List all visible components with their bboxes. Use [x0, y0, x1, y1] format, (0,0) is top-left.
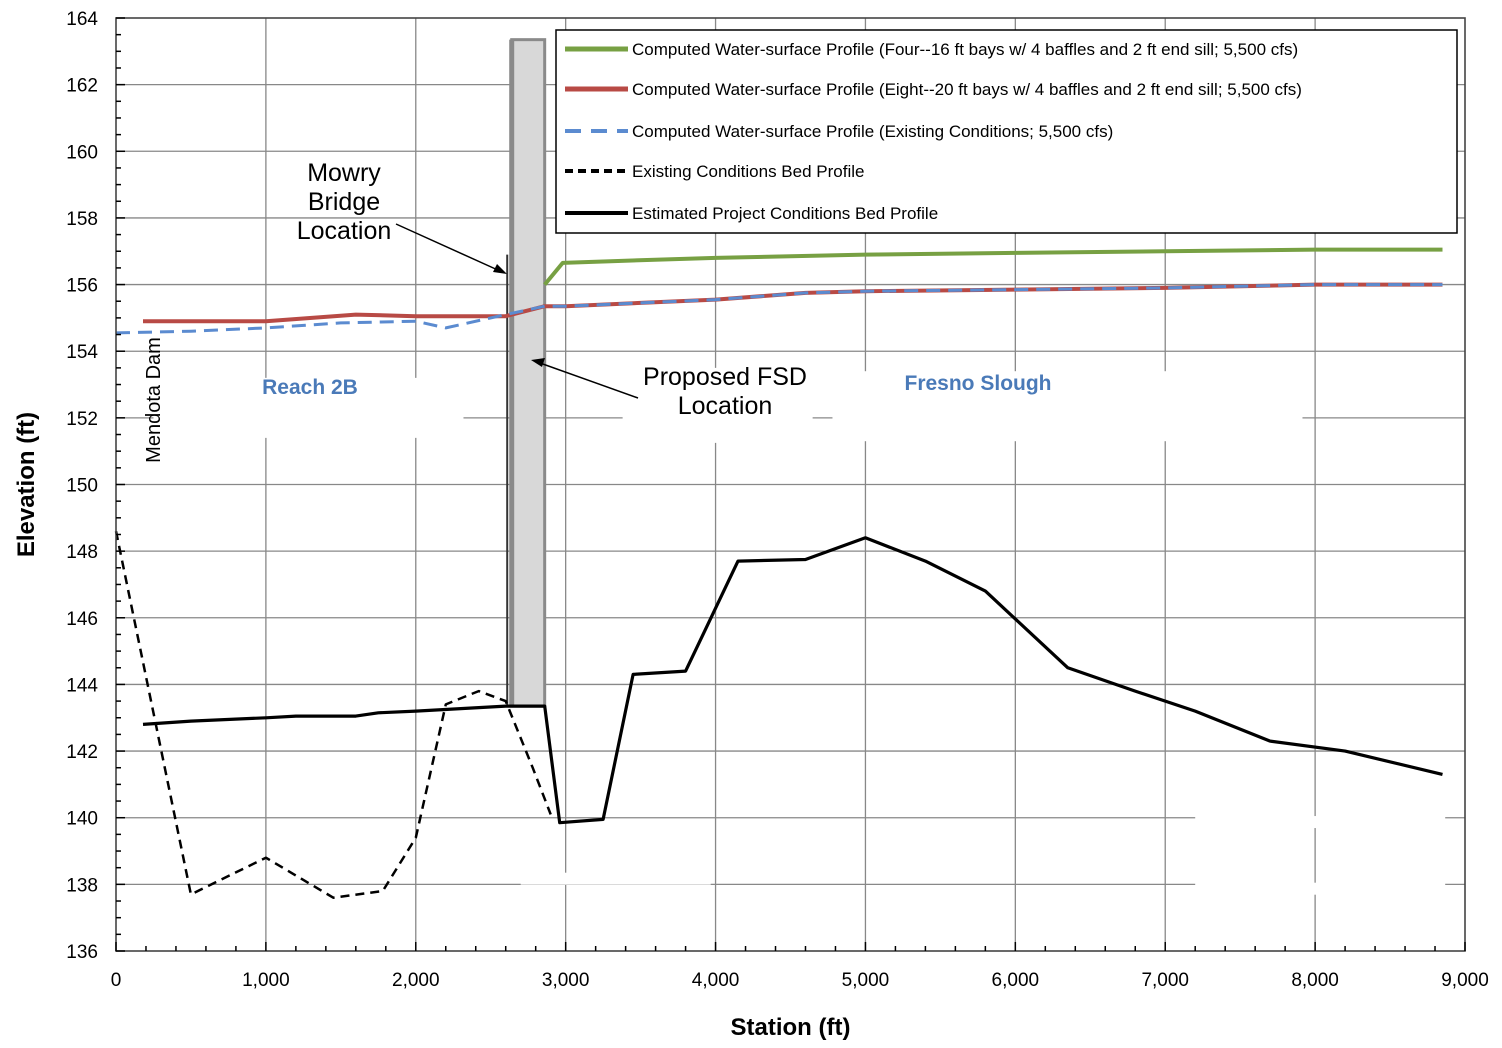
legend-label-4: Existing Conditions Bed Profile	[632, 162, 864, 181]
y-tick-label: 148	[66, 542, 98, 563]
overlay-layer	[153, 38, 1446, 895]
x-tick-label: 4,000	[692, 970, 740, 991]
y-tick-label: 150	[66, 476, 98, 497]
y-tick-label: 142	[66, 742, 98, 763]
fsd-arrowhead	[531, 358, 545, 367]
bridge-arrow	[395, 223, 501, 272]
label-background	[153, 377, 464, 438]
y-tick-label: 160	[66, 142, 98, 163]
x-tick-label: 2,000	[392, 970, 440, 991]
label-background	[1195, 882, 1446, 895]
slough-label: Fresno Slough	[905, 372, 1052, 395]
x-tick-label: 7,000	[1141, 970, 1189, 991]
bridge-label: Location	[297, 217, 392, 245]
x-axis-title: Station (ft)	[731, 1014, 851, 1041]
legend-label-2: Computed Water-surface Profile (Eight--2…	[632, 80, 1302, 99]
x-tick-label: 3,000	[542, 970, 590, 991]
fsd-arrow	[539, 362, 639, 399]
x-tick-label: 8,000	[1291, 970, 1339, 991]
legend-label-3: Computed Water-surface Profile (Existing…	[632, 122, 1113, 141]
x-tick-label: 0	[111, 970, 122, 991]
series-line-1	[543, 247, 1443, 286]
y-tick-label: 158	[66, 209, 98, 230]
x-tick-label: 5,000	[842, 970, 890, 991]
series-line-4	[114, 530, 552, 899]
series-line-3	[115, 283, 1443, 335]
fsd-label: Proposed FSD	[643, 363, 807, 391]
series-line-2	[143, 282, 1443, 324]
y-tick-label: 138	[66, 875, 98, 896]
bridge-label: Mowry	[307, 159, 381, 187]
label-background	[1195, 816, 1446, 829]
fsd-label: Location	[678, 392, 773, 420]
legend-label-5: Estimated Project Conditions Bed Profile	[632, 204, 938, 223]
fsd-structure	[510, 38, 547, 708]
label-background	[622, 367, 813, 443]
y-tick-label: 136	[66, 942, 98, 963]
label-background	[520, 872, 711, 885]
y-axis-title: Elevation (ft)	[13, 412, 40, 557]
x-tick-label: 6,000	[992, 970, 1040, 991]
y-tick-label: 140	[66, 809, 98, 830]
bridge-arrowhead	[493, 264, 507, 274]
label-background	[832, 371, 1303, 442]
y-tick-label: 156	[66, 276, 98, 297]
frame-layer: 0 1,000 2,000 3,000 4,000 5,000 6,000 7,000 8,00…	[13, 9, 1489, 1041]
legend-box	[555, 29, 1458, 234]
y-tick-label: 146	[66, 609, 98, 630]
y-tick-label: 162	[66, 76, 98, 97]
y-tick-label: 164	[66, 9, 98, 30]
x-tick-label: 1,000	[242, 970, 290, 991]
bridge-label: Bridge	[308, 188, 380, 216]
dam-label: Mendota Dam	[143, 337, 165, 463]
y-tick-label: 144	[66, 675, 98, 696]
x-tick-label: 9,000	[1441, 970, 1489, 991]
series-layer	[114, 247, 1443, 899]
series-line-5	[142, 536, 1443, 825]
reach-label: Reach 2B	[262, 376, 358, 399]
legend: Computed Water-surface Profile (Four--16…	[555, 29, 1458, 234]
y-tick-label: 154	[66, 342, 98, 363]
y-tick-label: 152	[66, 409, 98, 430]
legend-label-1: Computed Water-surface Profile (Four--16…	[632, 40, 1298, 59]
